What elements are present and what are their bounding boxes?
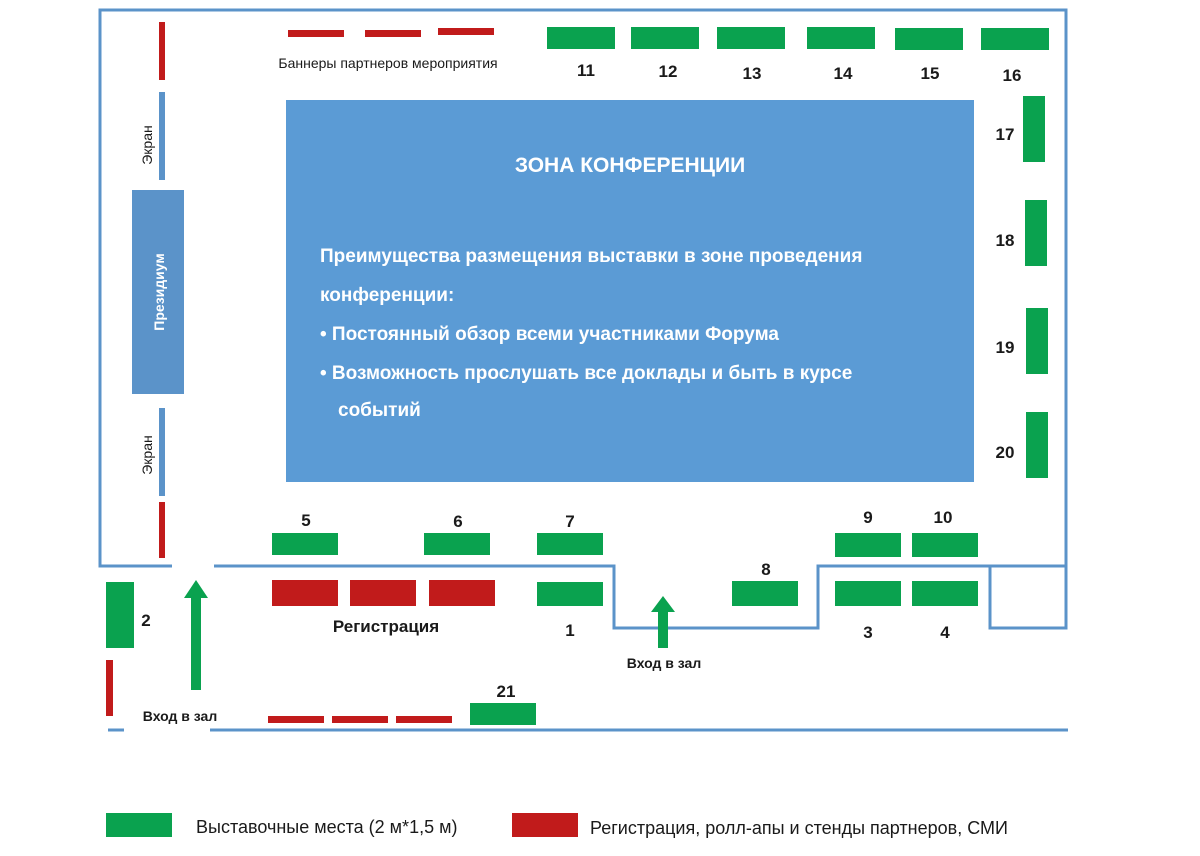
right-stands: 17 18 19 20: [996, 96, 1048, 478]
rollup: [159, 502, 165, 558]
stand-5: [272, 533, 338, 555]
partner-banner: [396, 716, 452, 723]
left-stage: Экран Президиум Экран: [132, 22, 184, 558]
stand-19: [1026, 308, 1048, 374]
stand-14: [807, 27, 875, 49]
stand-10: [912, 533, 978, 557]
conference-zone: ЗОНА КОНФЕРЕНЦИИ Преимущества размещения…: [286, 100, 974, 482]
stand-8: [732, 581, 798, 606]
presidium: [132, 190, 184, 394]
conference-title: ЗОНА КОНФЕРЕНЦИИ: [515, 154, 745, 177]
stand-19-number: 19: [996, 338, 1015, 357]
legend-partner-label: Регистрация, ролл-апы и стенды партнеров…: [590, 818, 1008, 838]
stand-6-number: 6: [453, 512, 462, 531]
legend-stand-label: Выставочные места (2 м*1,5 м): [196, 817, 457, 837]
conference-line-2: конференции:: [320, 285, 454, 306]
lower-stands: 5 6 7 9 10: [272, 508, 978, 557]
presidium-label: Президиум: [151, 253, 167, 330]
stand-18: [1025, 200, 1047, 266]
partner-banners: Баннеры партнеров мероприятия: [278, 28, 498, 71]
stand-3-number: 3: [863, 623, 872, 642]
stand-16: [981, 28, 1049, 50]
stand-4-number: 4: [940, 623, 950, 642]
stand-14-number: 14: [834, 64, 853, 83]
registration-desk: [429, 580, 495, 606]
stand-2-number: 2: [141, 611, 150, 630]
stand-8-number: 8: [761, 560, 770, 579]
stand-4: [912, 581, 978, 606]
stand-17-number: 17: [996, 125, 1015, 144]
stand-16-number: 16: [1003, 66, 1022, 85]
hall-walls: [98, 8, 1068, 732]
stand-17: [1023, 96, 1045, 162]
stand-18-number: 18: [996, 231, 1015, 250]
entrance-label-left: Вход в зал: [143, 708, 217, 724]
registration-desk: [350, 580, 416, 606]
stand-7: [537, 533, 603, 555]
registration-desk: [272, 580, 338, 606]
rollup: [159, 22, 165, 80]
stand-20: [1026, 412, 1048, 478]
top-stands: 11 12 13 14 15 16: [547, 27, 1049, 85]
entrance-arrow-icon: [651, 596, 675, 648]
conference-line-1: Преимущества размещения выставки в зоне …: [320, 246, 862, 267]
stand-7-number: 7: [565, 512, 574, 531]
stand-6: [424, 533, 490, 555]
stand-3: [835, 581, 901, 606]
stand-13-number: 13: [743, 64, 762, 83]
partner-banner: [332, 716, 388, 723]
screen-top: [159, 92, 165, 180]
stand-12-number: 12: [659, 62, 678, 81]
banner: [438, 28, 494, 35]
stand-12: [631, 27, 699, 49]
stand-1-number: 1: [565, 621, 574, 640]
stand-2: [106, 582, 134, 648]
screen-bottom-label: Экран: [139, 435, 155, 475]
partner-banner: [268, 716, 324, 723]
stand-9: [835, 533, 901, 557]
stand-10-number: 10: [934, 508, 953, 527]
registration-label: Регистрация: [333, 617, 439, 636]
entrance-label-center: Вход в зал: [627, 655, 701, 671]
conference-bullet-2: • Возможность прослушать все доклады и б…: [320, 363, 852, 384]
foyer: 2 Вход в зал Регистрация 1 Вход в зал 8 …: [106, 560, 978, 725]
stand-5-number: 5: [301, 511, 310, 530]
stand-15: [895, 28, 963, 50]
stand-9-number: 9: [863, 508, 872, 527]
stand-1: [537, 582, 603, 606]
stand-15-number: 15: [921, 64, 940, 83]
stand-20-number: 20: [996, 443, 1015, 462]
conference-bullet-2-cont: событий: [338, 400, 421, 421]
legend-stand-swatch: [106, 813, 172, 837]
banner: [365, 30, 421, 37]
rollup: [106, 660, 113, 716]
banners-label: Баннеры партнеров мероприятия: [278, 55, 497, 71]
legend-partner-swatch: [512, 813, 578, 837]
stand-21-number: 21: [497, 682, 516, 701]
conference-bullet-1: • Постоянный обзор всеми участниками Фор…: [320, 324, 779, 345]
legend: Выставочные места (2 м*1,5 м) Регистраци…: [106, 813, 1008, 838]
stand-11-number: 11: [577, 61, 595, 80]
stand-11: [547, 27, 615, 49]
screen-top-label: Экран: [139, 125, 155, 165]
banner: [288, 30, 344, 37]
stand-13: [717, 27, 785, 49]
stand-21: [470, 703, 536, 725]
entrance-arrow-icon: [184, 580, 208, 690]
screen-bottom: [159, 408, 165, 496]
